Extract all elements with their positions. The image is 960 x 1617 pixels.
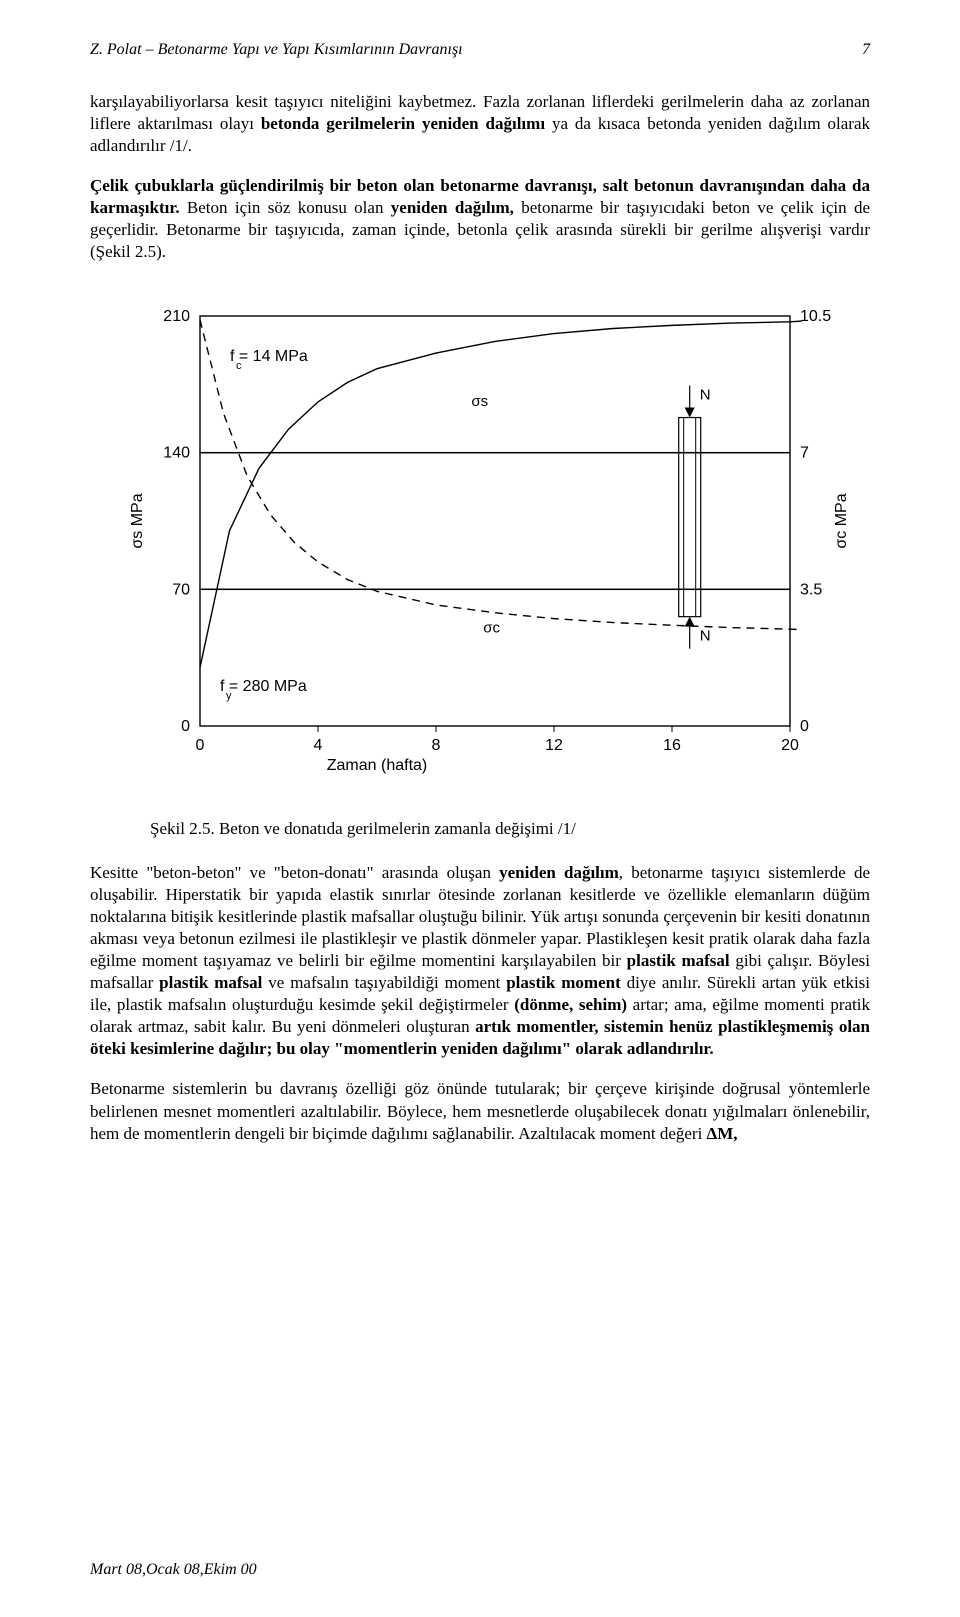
svg-text:70: 70 <box>172 582 190 599</box>
p4-t0: Betonarme sistemlerin bu davranış özelli… <box>90 1079 870 1142</box>
p3-b4: plastik moment <box>506 973 621 992</box>
svg-text:8: 8 <box>432 737 441 754</box>
svg-text:10.5: 10.5 <box>800 308 831 325</box>
page-number: 7 <box>862 40 870 61</box>
svg-text:140: 140 <box>163 445 190 462</box>
svg-text:N: N <box>700 387 711 404</box>
page: Z. Polat – Betonarme Yapı ve Yapı Kısıml… <box>0 0 960 1617</box>
paragraph-4: Betonarme sistemlerin bu davranış özelli… <box>90 1078 870 1144</box>
footer: Mart 08,Ocak 08,Ekim 00 <box>90 1560 257 1581</box>
paragraph-2: Çelik çubuklarla güçlendirilmiş bir beto… <box>90 175 870 263</box>
svg-text:c: c <box>236 360 242 372</box>
paragraph-3: Kesitte "beton-beton" ve "beton-donatı" … <box>90 862 870 1061</box>
p3-t0: Kesitte <box>90 863 146 882</box>
p3-b1: yeniden dağılım <box>499 863 619 882</box>
svg-text:f = 280 MPa: f = 280 MPa <box>220 678 307 695</box>
p3-q1: "beton-beton" <box>146 863 241 882</box>
svg-text:20: 20 <box>781 737 799 754</box>
p4-b1: ΔM, <box>707 1124 738 1143</box>
svg-text:0: 0 <box>196 737 205 754</box>
svg-text:Zaman (hafta): Zaman (hafta) <box>327 757 427 774</box>
svg-text:16: 16 <box>663 737 681 754</box>
running-head-left: Z. Polat – Betonarme Yapı ve Yapı Kısıml… <box>90 40 463 61</box>
p3-b3: plastik mafsal <box>159 973 262 992</box>
svg-text:4: 4 <box>314 737 323 754</box>
svg-text:y: y <box>226 690 232 702</box>
p2-t1: Beton için söz konusu olan <box>180 198 391 217</box>
svg-text:12: 12 <box>545 737 563 754</box>
svg-text:f = 14 MPa: f = 14 MPa <box>230 348 308 365</box>
figure-2-5: 0 70 140 210 0 3.5 7 10.5 0 4 8 12 16 20 Zaman (hafta)… <box>90 281 870 807</box>
p3-t5: ve mafsalın taşıyabildiği moment <box>262 973 506 992</box>
p2-bold2: yeniden dağılım, <box>391 198 514 217</box>
svg-text:3.5: 3.5 <box>800 582 822 599</box>
svg-text:N: N <box>700 628 711 645</box>
p3-q2: "beton-donatı" <box>274 863 374 882</box>
p3-paren: (dönme, sehim) <box>514 995 627 1014</box>
svg-text:σc: σc <box>483 620 500 637</box>
p1-bold: betonda gerilmelerin yeniden dağılımı <box>261 114 545 133</box>
svg-text:σs: σs <box>471 393 488 410</box>
paragraph-1: karşılayabiliyorlarsa kesit taşıyıcı nit… <box>90 91 870 157</box>
p3-t2: arasında oluşan <box>374 863 500 882</box>
svg-text:0: 0 <box>181 718 190 735</box>
svg-text:σs MPa: σs MPa <box>129 494 146 549</box>
svg-text:7: 7 <box>800 445 809 462</box>
p3-t1: ve <box>241 863 273 882</box>
svg-text:0: 0 <box>800 718 809 735</box>
figure-caption: Şekil 2.5. Beton ve donatıda gerilmeleri… <box>150 818 870 840</box>
svg-text:σc MPa: σc MPa <box>833 494 850 549</box>
svg-text:210: 210 <box>163 308 190 325</box>
p3-b2: plastik mafsal <box>627 951 730 970</box>
running-head: Z. Polat – Betonarme Yapı ve Yapı Kısıml… <box>90 40 870 61</box>
chart-svg: 0 70 140 210 0 3.5 7 10.5 0 4 8 12 16 20 Zaman (hafta)… <box>90 281 870 801</box>
